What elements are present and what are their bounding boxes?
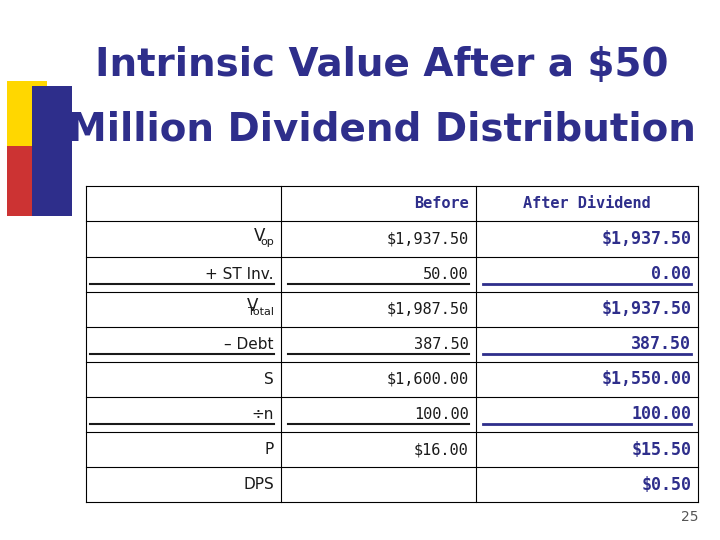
- Text: $16.00: $16.00: [414, 442, 469, 457]
- Text: $1,987.50: $1,987.50: [387, 302, 469, 316]
- Text: V: V: [254, 227, 265, 245]
- Text: V: V: [247, 298, 258, 315]
- Text: Intrinsic Value After a $50: Intrinsic Value After a $50: [95, 46, 668, 84]
- Text: ÷n: ÷n: [251, 407, 274, 422]
- Text: 100.00: 100.00: [414, 407, 469, 422]
- Text: After Dividend: After Dividend: [523, 197, 651, 211]
- Text: $1,937.50: $1,937.50: [601, 230, 691, 248]
- Text: $15.50: $15.50: [631, 441, 691, 458]
- Text: Million Dividend Distribution: Million Dividend Distribution: [68, 111, 696, 148]
- Text: + ST Inv.: + ST Inv.: [205, 267, 274, 281]
- Text: S: S: [264, 372, 274, 387]
- Text: 100.00: 100.00: [631, 406, 691, 423]
- Text: $1,550.00: $1,550.00: [601, 370, 691, 388]
- Text: $1,937.50: $1,937.50: [387, 232, 469, 246]
- Text: 387.50: 387.50: [631, 335, 691, 353]
- Text: 25: 25: [681, 510, 698, 524]
- Text: op: op: [260, 237, 274, 247]
- Text: Total: Total: [248, 307, 274, 317]
- Text: $1,600.00: $1,600.00: [387, 372, 469, 387]
- Text: 50.00: 50.00: [423, 267, 469, 281]
- Text: P: P: [265, 442, 274, 457]
- Text: DPS: DPS: [243, 477, 274, 492]
- Text: – Debt: – Debt: [225, 337, 274, 352]
- Text: Before: Before: [414, 197, 469, 211]
- Text: $1,937.50: $1,937.50: [601, 300, 691, 318]
- Text: 387.50: 387.50: [414, 337, 469, 352]
- Text: $0.50: $0.50: [642, 476, 691, 494]
- Text: 0.00: 0.00: [651, 265, 691, 283]
